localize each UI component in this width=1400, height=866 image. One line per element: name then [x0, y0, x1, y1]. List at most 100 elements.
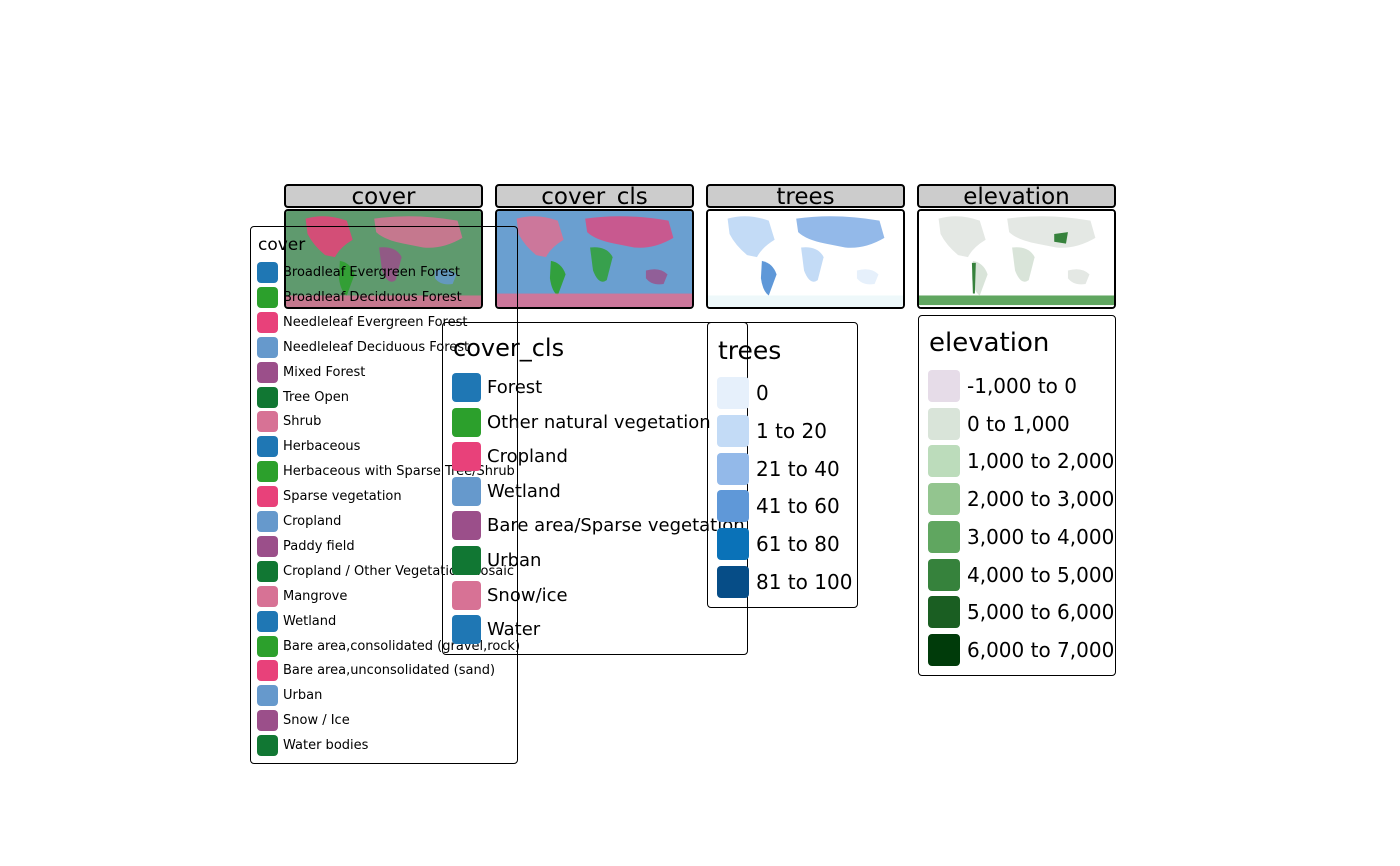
- legend-item: Snow/ice: [452, 580, 568, 610]
- legend-label: Snow / Ice: [283, 713, 350, 729]
- legend-label: 2,000 to 3,000: [967, 487, 1115, 512]
- legend-item: 41 to 60: [717, 490, 840, 523]
- legend-title-cover: cover: [258, 235, 306, 255]
- legend-item: Needleleaf Deciduous Forest: [257, 336, 470, 358]
- legend-label: Needleleaf Deciduous Forest: [283, 339, 470, 355]
- legend-label: Mangrove: [283, 588, 348, 604]
- legend-label: 5,000 to 6,000: [967, 600, 1115, 625]
- land-eurasia: [1007, 216, 1096, 248]
- legend-swatch: [257, 735, 278, 757]
- legend-label: Forest: [487, 377, 543, 398]
- legend-cover-cls: cover_cls Forest Other natural vegetation C…: [442, 322, 748, 655]
- legend-label: Shrub: [283, 414, 322, 430]
- legend-swatch: [257, 436, 278, 458]
- legend-label: 1,000 to 2,000: [967, 449, 1115, 474]
- legend-item: 5,000 to 6,000: [928, 596, 1115, 629]
- legend-item: Broadleaf Evergreen Forest: [257, 262, 460, 283]
- legend-item: Urban: [452, 546, 541, 575]
- legend-label: Water: [487, 619, 541, 641]
- legend-swatch: [257, 262, 278, 283]
- land-africa: [1012, 247, 1035, 282]
- legend-label: Other natural vegetation: [487, 411, 711, 433]
- legend-swatch: [257, 286, 278, 308]
- legend-label: Sparse vegetation: [283, 489, 402, 505]
- legend-label: Cropland: [487, 446, 568, 468]
- land-antarctica: [919, 295, 1114, 306]
- map-elevation-svg: [919, 211, 1114, 307]
- legend-item: 6,000 to 7,000: [928, 633, 1115, 666]
- legend-item: Herbaceous: [257, 436, 361, 458]
- land-south-america: [760, 260, 777, 296]
- legend-item: 3,000 to 4,000: [928, 520, 1114, 553]
- legend-label: 0 to 1,000: [967, 411, 1070, 436]
- panel-title-elevation: elevation: [963, 184, 1070, 208]
- legend-swatch: [452, 407, 481, 437]
- legend-label: Cropland: [283, 514, 342, 529]
- legend-item: Bare area/Sparse vegetation: [452, 511, 745, 541]
- legend-label: Bare area,unconsolidated (sand): [283, 663, 496, 679]
- legend-swatch: [717, 377, 749, 409]
- panel-title-cover-cls: cover_cls: [541, 184, 648, 208]
- legend-swatch: [257, 311, 278, 333]
- legend-label: Herbaceous: [283, 439, 361, 455]
- legend-title-cover-cls: cover_cls: [453, 334, 565, 362]
- legend-item: Tree Open: [257, 386, 349, 408]
- legend-item: 81 to 100: [717, 566, 852, 598]
- legend-label: Water bodies: [283, 738, 369, 754]
- panel-header-elevation: elevation: [917, 184, 1116, 208]
- legend-item: 1,000 to 2,000: [928, 445, 1115, 478]
- legend-swatch: [928, 445, 960, 478]
- land-andes: [971, 262, 976, 294]
- legend-item: 0: [717, 377, 769, 409]
- land-africa: [801, 247, 824, 282]
- legend-item: 2,000 to 3,000: [928, 483, 1115, 516]
- legend-swatch: [928, 596, 960, 629]
- legend-label: Wetland: [283, 613, 337, 629]
- legend-swatch: [257, 486, 278, 508]
- land-tibet: [1054, 232, 1068, 244]
- panel-title-trees: trees: [776, 184, 835, 208]
- legend-cover: cover Broadleaf Evergreen Forest Broadleaf…: [250, 226, 520, 764]
- legend-swatch: [717, 452, 749, 485]
- legend-swatch: [257, 535, 278, 557]
- legend-item: Broadleaf Deciduous Forest: [257, 286, 462, 308]
- land-south-america: [549, 260, 566, 296]
- map-cover-cls-svg: [497, 211, 692, 307]
- legend-item: Water bodies: [257, 735, 369, 757]
- legend-item: Wetland: [257, 610, 337, 632]
- land-eurasia: [585, 216, 674, 248]
- legend-swatch: [257, 710, 278, 732]
- legend-swatch: [717, 528, 749, 561]
- legend-item: Mangrove: [257, 585, 348, 607]
- legend-swatch: [717, 414, 749, 447]
- legend-swatch: [257, 560, 278, 582]
- map-cover-cls: [495, 209, 694, 309]
- legend-label: Urban: [283, 688, 323, 704]
- map-trees-svg: [708, 211, 903, 307]
- legend-label: 41 to 60: [756, 494, 840, 519]
- panel-header-cover-cls: cover_cls: [495, 184, 694, 208]
- map-elevation: [917, 209, 1116, 309]
- land-south-america: [971, 260, 988, 296]
- legend-item: 61 to 80: [717, 528, 840, 561]
- legend-swatch: [928, 633, 960, 666]
- legend-item: Shrub: [257, 411, 322, 433]
- legend-swatch: [452, 373, 481, 402]
- legend-swatch: [257, 361, 278, 383]
- land-north-america: [727, 216, 775, 258]
- legend-swatch: [257, 411, 278, 433]
- map-cover: [284, 209, 483, 309]
- land-eurasia: [374, 216, 463, 248]
- legend-swatch: [717, 566, 749, 598]
- legend-swatch: [928, 483, 960, 516]
- legend-label: 81 to 100: [756, 570, 853, 594]
- legend-item: Bare area,unconsolidated (sand): [257, 660, 496, 682]
- map-cover-svg: [286, 211, 481, 307]
- legend-label: 6,000 to 7,000: [967, 637, 1115, 662]
- legend-item: Mixed Forest: [257, 361, 365, 383]
- legend-item: Urban: [257, 685, 323, 707]
- legend-swatch: [452, 476, 481, 506]
- panel-header-cover: cover: [284, 184, 483, 208]
- legend-item: Forest: [452, 373, 542, 402]
- legend-item: Other natural vegetation: [452, 407, 711, 437]
